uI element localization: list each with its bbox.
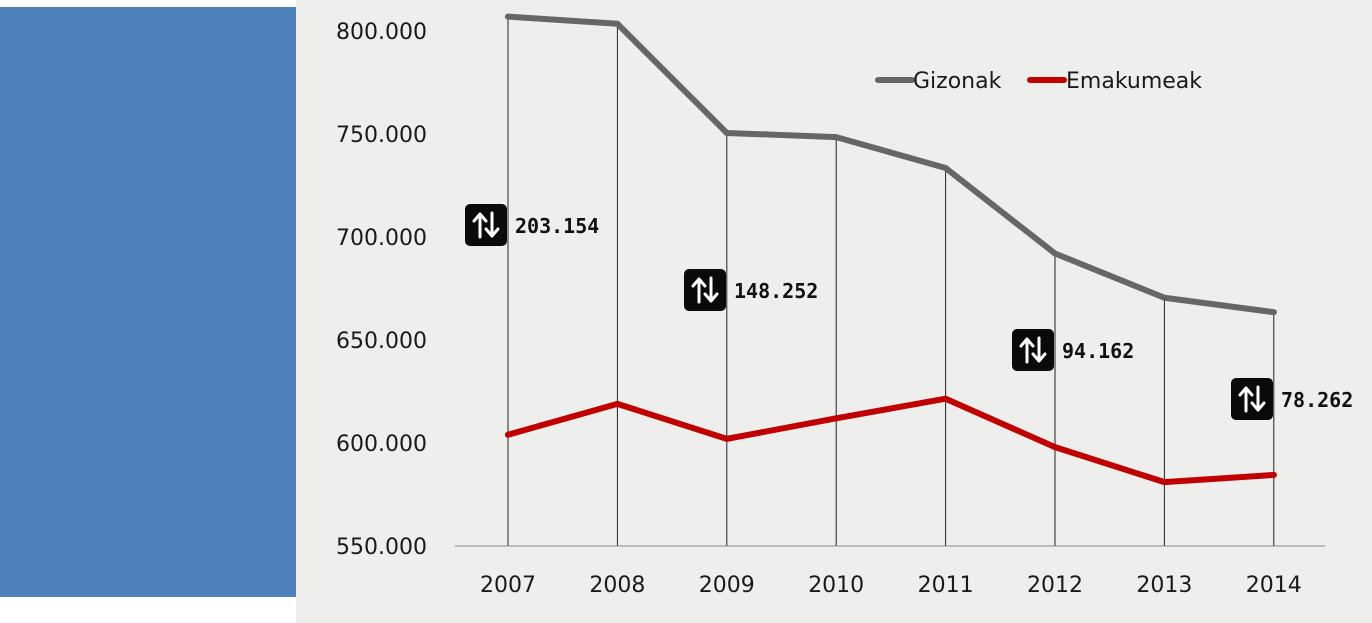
annotation-2007: 203.154 <box>465 204 599 246</box>
x-tick-label: 2010 <box>808 573 864 598</box>
legend: Gizonak Emakumeak <box>875 69 1202 94</box>
y-tick-label: 750.000 <box>336 123 427 148</box>
series-line-emakumeak <box>505 395 1277 486</box>
up-down-arrows-icon <box>1231 378 1273 420</box>
data-point-emakumeak-2007 <box>505 431 511 438</box>
up-down-arrows-icon <box>684 269 726 311</box>
x-tick-label: 2012 <box>1027 573 1083 598</box>
data-point-emakumeak-2011 <box>942 395 949 402</box>
x-tick-label: 2007 <box>480 573 536 598</box>
legend-item-emakumeak: Emakumeak <box>1027 69 1202 94</box>
up-down-arrows-icon <box>1012 329 1054 371</box>
x-tick-label: 2008 <box>589 573 645 598</box>
data-point-gizonak-2013 <box>1161 294 1168 301</box>
data-point-gizonak-2008 <box>614 20 621 27</box>
data-point-emakumeak-2014 <box>1270 471 1277 478</box>
up-down-arrows-icon <box>465 204 507 246</box>
annotation-label: 148.252 <box>734 279 818 303</box>
annotation-2009: 148.252 <box>684 269 818 311</box>
annotation-2012: 94.162 <box>1012 329 1134 371</box>
series-lines <box>505 13 1277 486</box>
y-tick-label: 650.000 <box>336 329 427 354</box>
gridlines <box>507 16 1275 546</box>
data-point-gizonak-2014 <box>1270 309 1277 316</box>
data-point-gizonak-2009 <box>723 129 730 136</box>
legend-label: Emakumeak <box>1066 69 1202 94</box>
annotation-label: 203.154 <box>515 214 599 238</box>
y-tick-label: 550.000 <box>336 535 427 560</box>
annotation-label: 94.162 <box>1062 339 1134 363</box>
chart-area <box>296 0 1372 623</box>
x-tick-label: 2014 <box>1246 573 1302 598</box>
x-tick-label: 2013 <box>1136 573 1192 598</box>
y-tick-label: 600.000 <box>336 432 427 457</box>
series-line-gizonak <box>505 13 1277 316</box>
difference-annotations: 203.154 148.252 94.162 78.262 <box>465 204 1353 420</box>
side-panel <box>0 7 296 597</box>
annotation-label: 78.262 <box>1281 388 1353 412</box>
data-point-emakumeak-2009 <box>723 435 730 442</box>
legend-label: Gizonak <box>913 69 1002 94</box>
x-tick-label: 2009 <box>699 573 755 598</box>
x-axis: 2007 2008 2009 2010 2011 2012 2013 2014 <box>480 573 1302 598</box>
data-point-gizonak-2011 <box>942 164 949 171</box>
data-point-gizonak-2010 <box>833 134 840 141</box>
y-tick-label: 700.000 <box>336 226 427 251</box>
legend-item-gizonak: Gizonak <box>875 69 1002 94</box>
data-point-emakumeak-2012 <box>1052 444 1058 451</box>
data-point-emakumeak-2010 <box>833 415 840 422</box>
y-tick-label: 800.000 <box>336 20 427 45</box>
data-point-gizonak-2012 <box>1052 250 1058 257</box>
data-point-gizonak-2007 <box>505 13 511 20</box>
y-axis: 550.000 600.000 650.000 700.000 750.000 800.0… <box>336 20 427 560</box>
annotation-2014: 78.262 <box>1231 378 1353 420</box>
x-tick-label: 2011 <box>918 573 974 598</box>
data-point-emakumeak-2013 <box>1161 479 1168 486</box>
data-point-emakumeak-2008 <box>614 400 621 407</box>
